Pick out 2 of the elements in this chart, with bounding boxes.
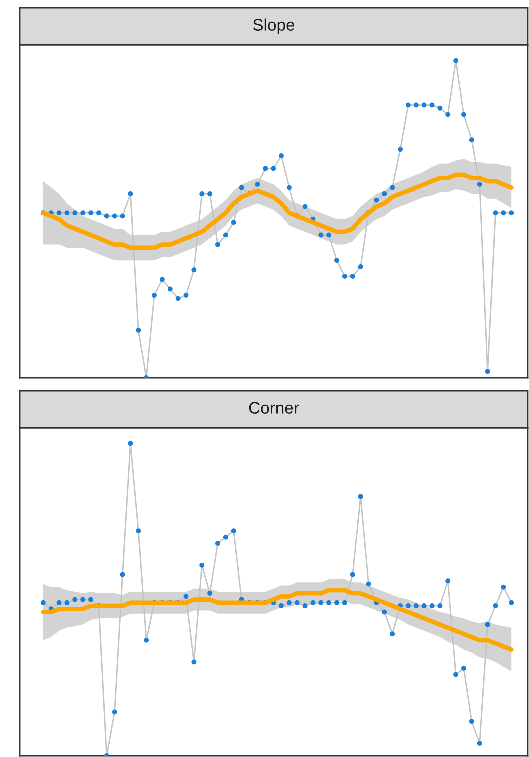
chart-title: Slope — [253, 18, 295, 34]
chart-title: Corner — [249, 402, 300, 414]
